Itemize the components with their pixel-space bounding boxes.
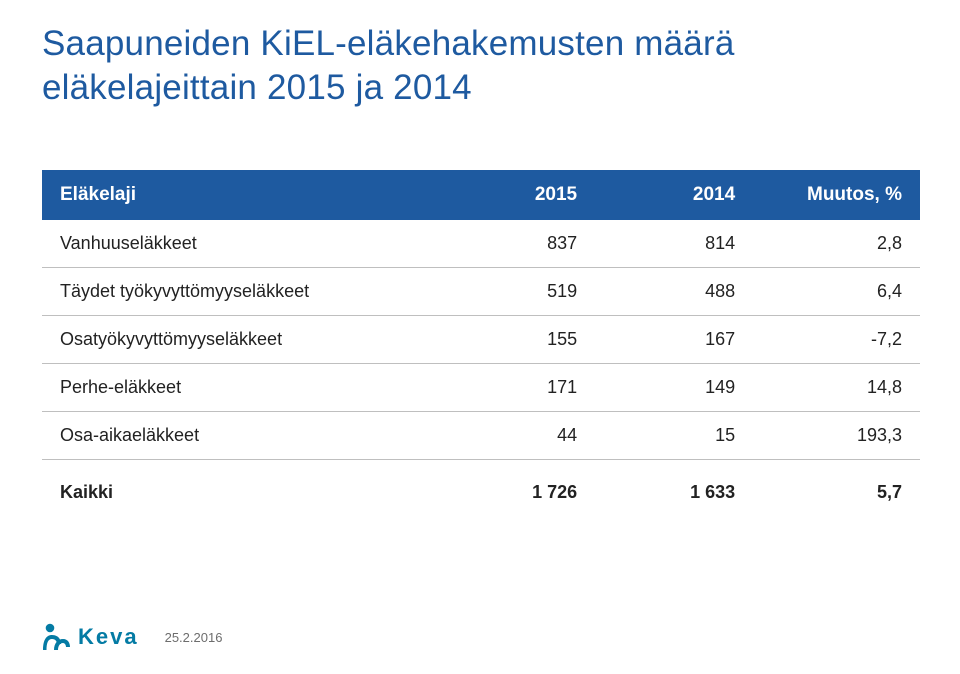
slide: Saapuneiden KiEL-eläkehakemusten määrä e… <box>0 0 960 674</box>
logo-icon <box>42 622 70 652</box>
data-table: Eläkelaji 2015 2014 Muutos, % Vanhuuselä… <box>42 170 920 516</box>
row-label: Osa-aikaeläkkeet <box>42 412 437 460</box>
row-change: 6,4 <box>753 268 920 316</box>
row-change: 2,8 <box>753 220 920 268</box>
table-total-row: Kaikki 1 726 1 633 5,7 <box>42 466 920 516</box>
row-change: -7,2 <box>753 316 920 364</box>
total-2014: 1 633 <box>595 466 753 516</box>
total-change: 5,7 <box>753 466 920 516</box>
table-row: Perhe-eläkkeet 171 149 14,8 <box>42 364 920 412</box>
logo-text: Keva <box>78 624 139 650</box>
row-label: Osatyökyvyttömyyseläkkeet <box>42 316 437 364</box>
row-2014: 488 <box>595 268 753 316</box>
row-2015: 155 <box>437 316 595 364</box>
table-row: Osa-aikaeläkkeet 44 15 193,3 <box>42 412 920 460</box>
row-label: Vanhuuseläkkeet <box>42 220 437 268</box>
footer: Keva 25.2.2016 <box>42 622 222 652</box>
col-header-2015: 2015 <box>437 170 595 220</box>
total-2015: 1 726 <box>437 466 595 516</box>
total-label: Kaikki <box>42 466 437 516</box>
row-2014: 149 <box>595 364 753 412</box>
row-label: Täydet työkyvyttömyyseläkkeet <box>42 268 437 316</box>
row-2014: 814 <box>595 220 753 268</box>
table-row: Vanhuuseläkkeet 837 814 2,8 <box>42 220 920 268</box>
col-header-2014: 2014 <box>595 170 753 220</box>
page-title: Saapuneiden KiEL-eläkehakemusten määrä e… <box>42 22 930 110</box>
row-2014: 167 <box>595 316 753 364</box>
footer-date: 25.2.2016 <box>165 630 223 645</box>
row-label: Perhe-eläkkeet <box>42 364 437 412</box>
row-change: 193,3 <box>753 412 920 460</box>
row-2015: 171 <box>437 364 595 412</box>
logo: Keva <box>42 622 139 652</box>
row-2015: 519 <box>437 268 595 316</box>
row-2014: 15 <box>595 412 753 460</box>
row-2015: 837 <box>437 220 595 268</box>
table-row: Täydet työkyvyttömyyseläkkeet 519 488 6,… <box>42 268 920 316</box>
table-header-row: Eläkelaji 2015 2014 Muutos, % <box>42 170 920 220</box>
row-change: 14,8 <box>753 364 920 412</box>
col-header-label: Eläkelaji <box>42 170 437 220</box>
table-row: Osatyökyvyttömyyseläkkeet 155 167 -7,2 <box>42 316 920 364</box>
col-header-change: Muutos, % <box>753 170 920 220</box>
row-2015: 44 <box>437 412 595 460</box>
